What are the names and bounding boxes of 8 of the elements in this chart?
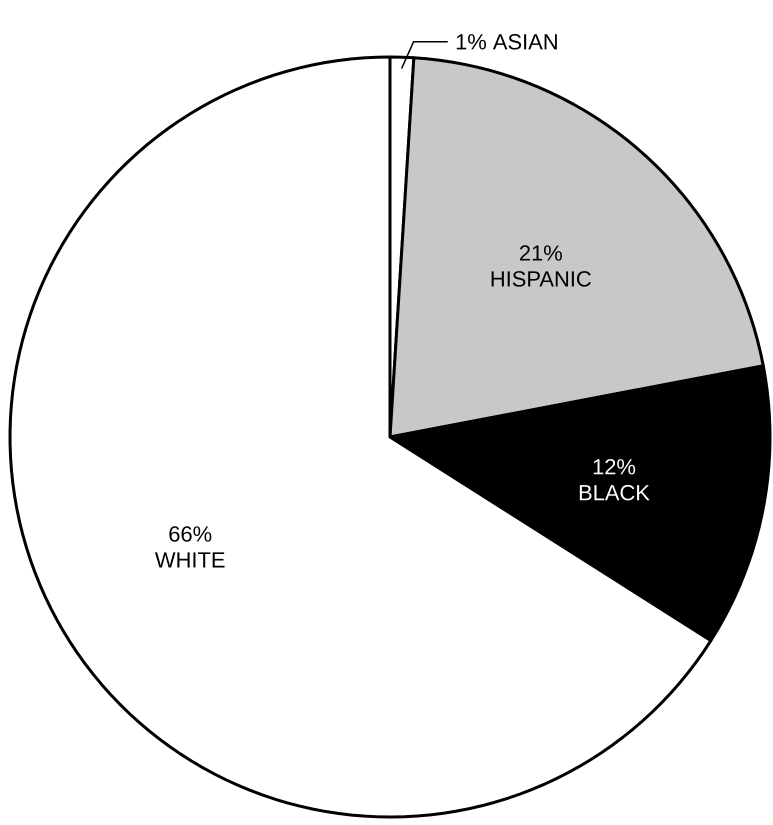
data-label: 21% [520,245,562,261]
data-label: 66% [169,526,212,542]
slice-label: WHITE [154,552,225,568]
slice-label: ASIAN [492,34,557,50]
data-label: 12% [594,458,636,474]
slice-label: BLACK [580,484,650,500]
data-label: 1% [456,34,486,50]
slice-label: HISPANIC [492,271,591,287]
